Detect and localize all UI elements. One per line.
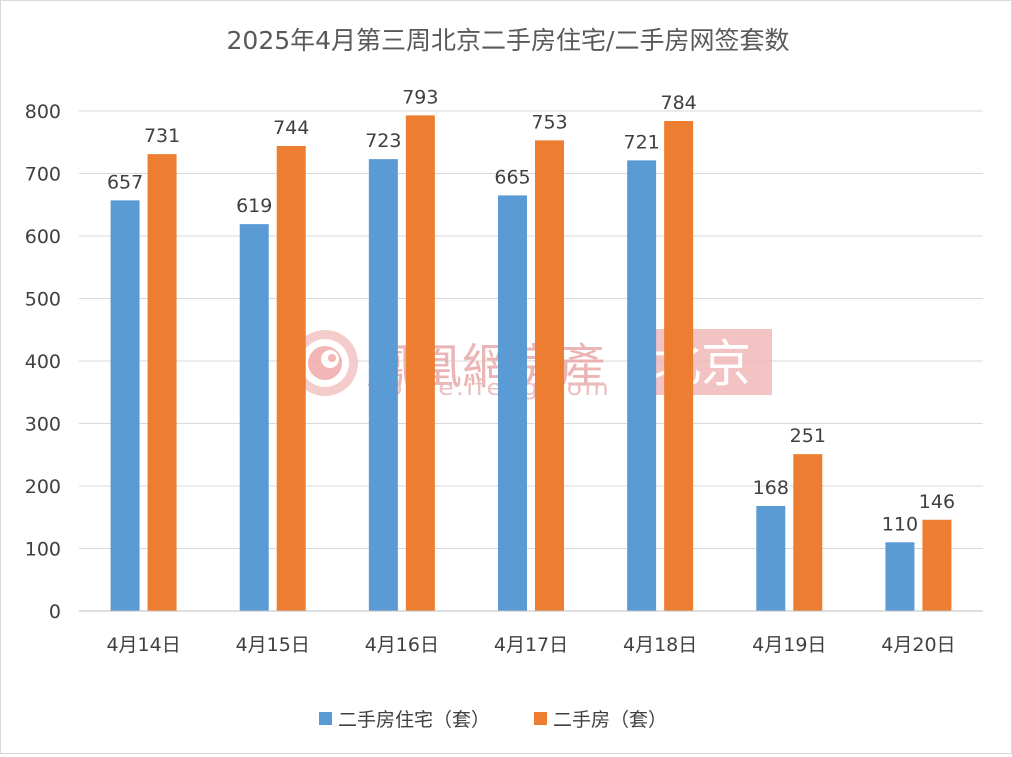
y-tick-label: 300 — [25, 414, 61, 436]
data-label-series-1: 721 — [624, 131, 660, 153]
bar-series-1 — [110, 200, 140, 611]
legend-swatch-series-2 — [534, 712, 547, 725]
data-label-series-1: 168 — [753, 477, 789, 499]
gridlines — [79, 110, 983, 549]
bar-series-2 — [664, 121, 694, 611]
bar-series-1 — [498, 195, 527, 611]
x-axis-ticks: 4月14日 4月15日 4月16日 4月17日 4月18日 4月19日 4月20日 — [106, 634, 955, 656]
data-label-series-1: 665 — [494, 166, 530, 188]
legend-label-series-1: 二手房住宅（套） — [338, 709, 490, 731]
data-label-series-2: 146 — [919, 491, 955, 513]
data-label-series-2: 731 — [144, 125, 180, 147]
data-label-series-2: 753 — [531, 111, 567, 133]
y-tick-label: 0 — [49, 601, 61, 623]
y-tick-label: 500 — [25, 289, 61, 311]
x-tick-label: 4月17日 — [494, 634, 568, 656]
bar-series-2 — [793, 454, 823, 611]
x-tick-label: 4月18日 — [623, 634, 697, 656]
bar-series-2 — [147, 154, 177, 611]
legend-label-series-2: 二手房（套） — [553, 709, 667, 731]
y-tick-label: 600 — [25, 226, 61, 248]
bar-series-1 — [627, 160, 657, 611]
y-tick-label: 100 — [25, 539, 61, 561]
y-tick-label: 400 — [25, 351, 61, 373]
bar-series-2 — [922, 519, 952, 611]
chart-title: 2025年4月第三周北京二手房住宅/二手房网签套数 — [227, 26, 790, 55]
bar-series-1 — [368, 159, 398, 611]
y-tick-label: 800 — [25, 101, 61, 123]
bar-series-1 — [239, 224, 269, 611]
x-tick-label: 4月15日 — [236, 634, 310, 656]
x-tick-label: 4月19日 — [752, 634, 826, 656]
bars — [110, 115, 952, 611]
bar-series-1 — [756, 506, 786, 611]
legend: 二手房住宅（套） 二手房（套） — [319, 709, 667, 731]
y-tick-label: 700 — [25, 164, 61, 186]
x-tick-label: 4月14日 — [106, 634, 180, 656]
data-label-series-2: 784 — [661, 92, 697, 114]
watermark-logo-icon — [292, 330, 358, 396]
x-tick-label: 4月20日 — [881, 634, 955, 656]
bar-series-2 — [535, 140, 564, 611]
watermark: 鳳凰網房產 house.ifeng.com 北京 — [292, 329, 772, 401]
bar-series-2 — [405, 115, 435, 611]
y-axis-ticks: 0 100 200 300 400 500 600 700 800 — [25, 101, 61, 623]
data-label-series-1: 110 — [882, 513, 918, 535]
data-label-series-2: 793 — [402, 86, 438, 108]
bar-series-1 — [885, 542, 915, 611]
y-tick-label: 200 — [25, 476, 61, 498]
data-label-series-2: 744 — [273, 117, 309, 139]
data-label-series-1: 619 — [236, 195, 272, 217]
data-label-series-1: 657 — [107, 171, 143, 193]
legend-swatch-series-1 — [319, 712, 332, 725]
data-label-series-1: 723 — [365, 130, 401, 152]
x-tick-label: 4月16日 — [365, 634, 439, 656]
watermark-url: house.ifeng.com — [369, 376, 611, 401]
data-label-series-2: 251 — [790, 425, 826, 447]
bar-series-2 — [276, 146, 306, 611]
